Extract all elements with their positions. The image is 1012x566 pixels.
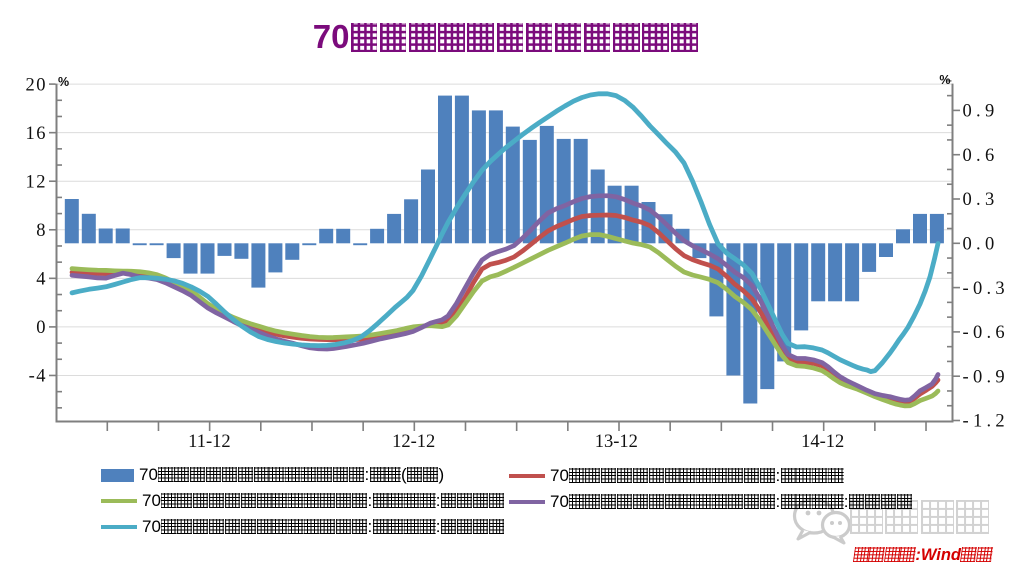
svg-text:8: 8 xyxy=(36,221,47,241)
svg-text:12-12: 12-12 xyxy=(392,432,435,452)
svg-text:0: 0 xyxy=(36,318,47,338)
svg-text:20: 20 xyxy=(26,75,48,95)
svg-text:14-12: 14-12 xyxy=(801,432,844,452)
svg-text:13-12: 13-12 xyxy=(595,432,638,452)
svg-text:-4: -4 xyxy=(29,367,47,387)
svg-text:-0.6: -0.6 xyxy=(963,323,1010,343)
svg-text:0.9: 0.9 xyxy=(963,102,999,122)
svg-text:0.3: 0.3 xyxy=(963,190,999,210)
svg-text:%: % xyxy=(939,73,950,87)
svg-text:-0.3: -0.3 xyxy=(963,279,1010,299)
svg-text:0.6: 0.6 xyxy=(963,146,999,166)
svg-text:11-12: 11-12 xyxy=(188,432,230,452)
svg-text:12: 12 xyxy=(26,172,48,192)
svg-text:-1.2: -1.2 xyxy=(963,412,1010,432)
svg-text:%: % xyxy=(58,75,69,89)
svg-text:0.0: 0.0 xyxy=(963,235,999,255)
svg-text:-0.9: -0.9 xyxy=(963,367,1010,387)
svg-text:16: 16 xyxy=(26,124,48,144)
svg-text:4: 4 xyxy=(36,270,47,290)
